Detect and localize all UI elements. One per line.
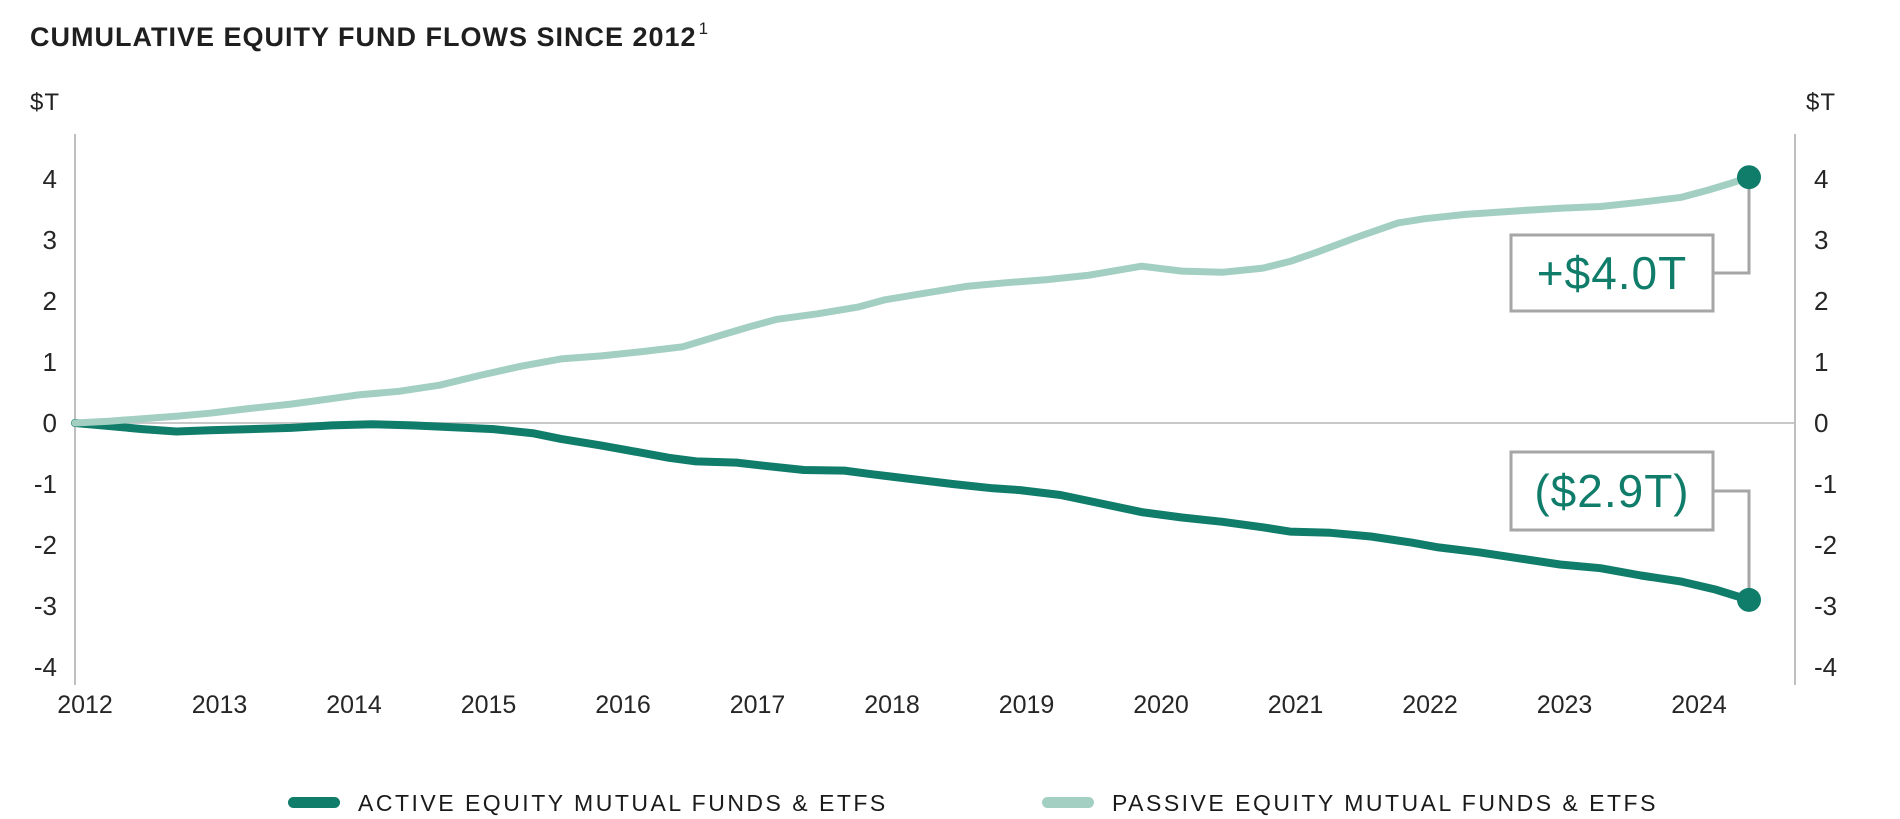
active-callout-value: ($2.9T) [1534, 465, 1689, 517]
active-callout-box [1509, 450, 1715, 532]
y-tick-labels-right: 4 3 2 1 0 -1 -2 -3 -4 [1814, 164, 1837, 682]
x-tick-label: 2014 [326, 691, 382, 719]
y-tick-label: -3 [34, 591, 57, 621]
x-tick-label: 2016 [595, 691, 651, 719]
x-tick-label: 2018 [864, 691, 920, 719]
x-tick-labels: 2012 2013 2014 2015 2016 2017 2018 2019 2020 2021… [57, 691, 1727, 719]
x-tick-label: 2015 [461, 691, 517, 719]
y-axis-unit-left: $T [30, 89, 60, 116]
y-axis-unit-right: $T [1806, 89, 1836, 116]
legend: ACTIVE EQUITY MUTUAL FUNDS & ETFS PASSIV… [288, 790, 1658, 816]
y-tick-label: 2 [43, 286, 57, 316]
y-tick-label: -4 [34, 652, 57, 682]
x-tick-label: 2019 [999, 691, 1055, 719]
y-tick-label: 1 [43, 347, 57, 377]
y-tick-label: -2 [34, 530, 57, 560]
y-tick-label: 4 [1814, 164, 1828, 194]
y-tick-label: 1 [1814, 347, 1828, 377]
x-tick-label: 2013 [192, 691, 248, 719]
chart-title: CUMULATIVE EQUITY FUND FLOWS SINCE 2012 1 [30, 19, 709, 52]
y-tick-label: -3 [1814, 591, 1837, 621]
active-callout-connector [1714, 489, 1751, 596]
passive-callout-box [1509, 233, 1715, 313]
y-tick-label: -4 [1814, 652, 1837, 682]
x-tick-label: 2017 [730, 691, 786, 719]
x-tick-label: 2023 [1537, 691, 1593, 719]
y-tick-label: 3 [1814, 225, 1828, 255]
y-tick-label: -1 [34, 469, 57, 499]
series-lines [71, 165, 1761, 612]
y-tick-label: -1 [1814, 469, 1837, 499]
y-tick-label: -2 [1814, 530, 1837, 560]
legend-swatch-passive [1042, 797, 1094, 808]
footnote-marker: 1 [699, 19, 709, 38]
legend-label-active: ACTIVE EQUITY MUTUAL FUNDS & ETFS [358, 790, 888, 816]
legend-swatch-active [288, 797, 340, 808]
passive-callout-connector [1714, 180, 1751, 275]
y-tick-label: 0 [43, 408, 57, 438]
endpoint-dot-active [1737, 587, 1761, 612]
x-tick-label: 2022 [1402, 691, 1458, 719]
x-tick-label: 2020 [1133, 691, 1189, 719]
y-tick-label: 2 [1814, 286, 1828, 316]
x-tick-label: 2012 [57, 691, 113, 719]
y-tick-label: 4 [43, 164, 57, 194]
endpoint-dot-passive [1737, 165, 1761, 190]
series-line-active [71, 419, 1753, 604]
y-tick-label: 3 [43, 225, 57, 255]
legend-label-passive: PASSIVE EQUITY MUTUAL FUNDS & ETFS [1112, 790, 1658, 816]
x-tick-label: 2024 [1671, 691, 1727, 719]
passive-callout-value: +$4.0T [1537, 247, 1688, 299]
series-line-passive [71, 173, 1753, 427]
y-tick-label: 0 [1814, 408, 1828, 438]
y-tick-labels-left: 4 3 2 1 0 -1 -2 -3 -4 [34, 164, 57, 682]
x-tick-label: 2021 [1268, 691, 1324, 719]
